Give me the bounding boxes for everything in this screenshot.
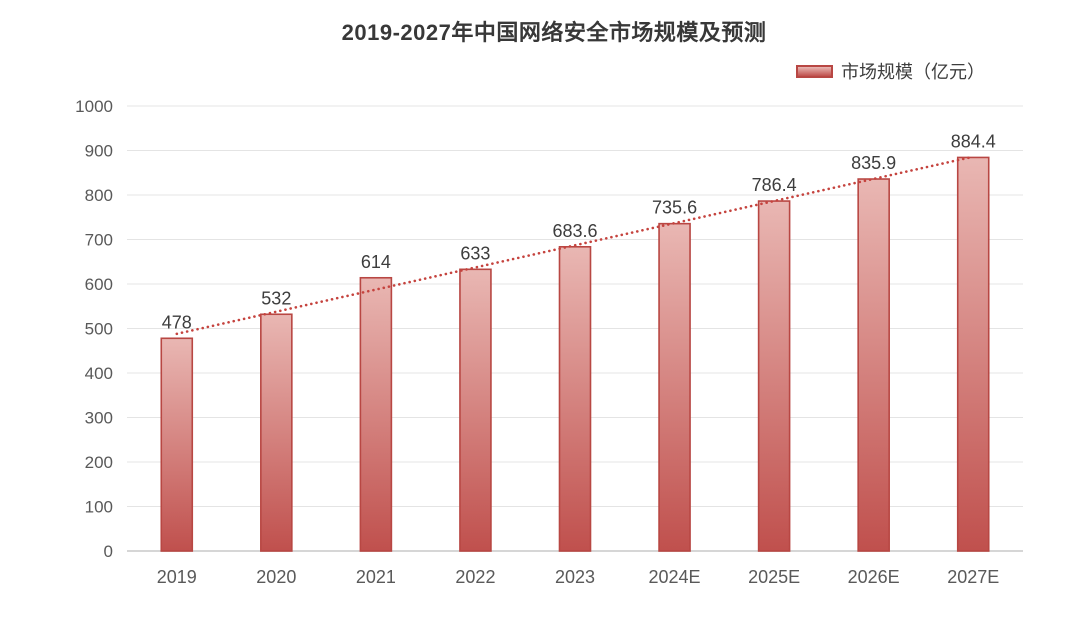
value-label-2026E: 835.9 [851,153,896,173]
value-label-2027E: 884.4 [951,131,996,151]
legend-label: 市场规模（亿元） [841,62,985,82]
value-label-2023: 683.6 [552,221,597,241]
value-label-2022: 633 [460,243,490,263]
x-tick-label-2021: 2021 [356,567,396,587]
y-tick-label: 300 [85,409,113,428]
bar-2020 [260,313,293,552]
y-tick-label: 700 [85,231,113,250]
trendline [175,155,975,336]
legend: 市场规模（亿元） [796,58,985,84]
y-tick-label: 0 [104,542,113,561]
value-label-2021: 614 [361,252,391,272]
y-tick-label: 400 [85,364,113,383]
bar-2023 [558,245,592,552]
x-tick-label-2025E: 2025E [748,567,800,587]
y-tick-label: 900 [85,142,113,161]
bar-2027E [956,156,990,552]
value-label-2020: 532 [261,288,291,308]
y-tick-label: 600 [85,275,113,294]
value-label-2019: 478 [162,312,192,332]
value-label-2025E: 786.4 [752,175,797,195]
x-tick-label-2026E: 2026E [848,567,900,587]
x-tick-label-2024E: 2024E [649,567,701,587]
x-tick-label-2023: 2023 [555,567,595,587]
bar-2024E [658,222,691,552]
y-tick-label: 100 [85,498,113,517]
bar-2025E [757,200,791,552]
bar-2019 [160,337,194,552]
bar-2026E [857,178,890,552]
x-tick-label-2022: 2022 [455,567,495,587]
y-tick-label: 1000 [75,97,113,116]
y-tick-label: 200 [85,453,113,472]
y-tick-label: 500 [85,320,113,339]
bar-2021 [359,276,393,552]
y-tick-label: 800 [85,186,113,205]
x-tick-label-2019: 2019 [157,567,197,587]
legend-swatch-icon [796,64,833,78]
chart-title: 2019-2027年中国网络安全市场规模及预测 [341,20,767,45]
x-tick-label-2027E: 2027E [947,567,999,587]
value-label-2024E: 735.6 [652,198,697,218]
x-tick-label-2020: 2020 [256,567,296,587]
bar-2022 [459,268,492,552]
